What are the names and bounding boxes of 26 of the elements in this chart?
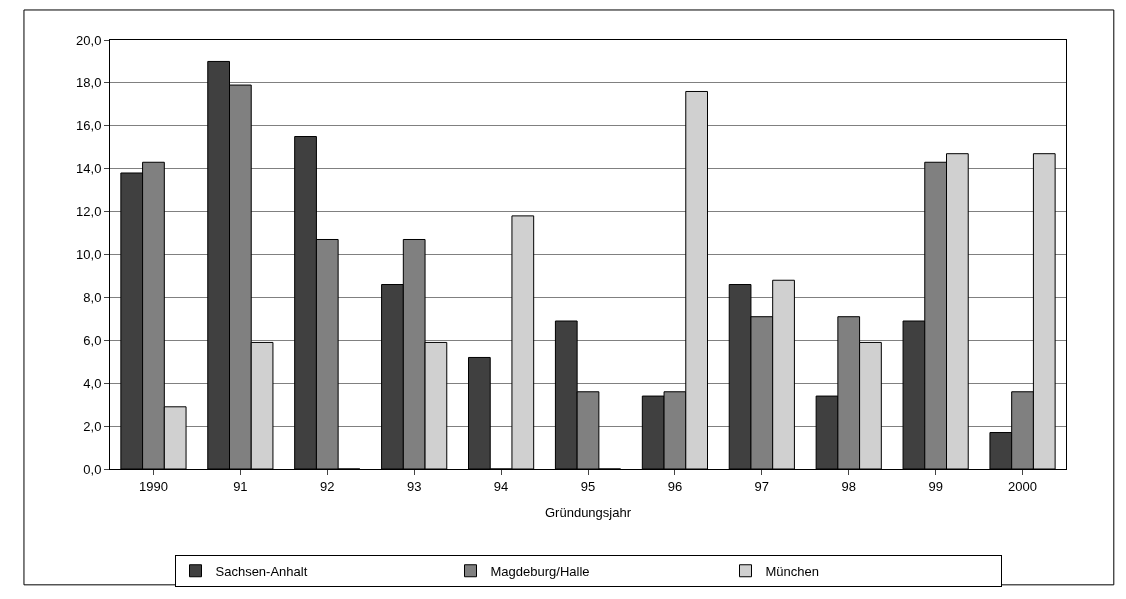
y-tick-label: 18,0 <box>76 75 102 91</box>
x-axis-title: Gründungsjahr <box>545 505 632 521</box>
y-tick-label: 12,0 <box>76 204 102 220</box>
y-tick-label: 4,0 <box>83 375 102 391</box>
x-tick-label: 98 <box>841 478 856 494</box>
x-tick-label: 95 <box>580 478 596 494</box>
y-tick-label: 10,0 <box>76 247 102 263</box>
y-tick-label: 14,0 <box>76 161 102 177</box>
y-tick-label: 0,0 <box>83 461 102 477</box>
legend-label: Sachsen-Anhalt <box>215 563 308 579</box>
x-tick-label: 2000 <box>1008 478 1038 494</box>
x-tick-label: 92 <box>320 478 335 494</box>
legend-label: Magdeburg/Halle <box>490 563 590 579</box>
x-tick-label: 96 <box>667 478 683 494</box>
y-tick-label: 20,0 <box>76 32 102 48</box>
y-tick-label: 16,0 <box>76 118 102 134</box>
y-tick-label: 6,0 <box>83 332 102 348</box>
legend-label: München <box>765 563 819 579</box>
x-tick-label: 93 <box>406 478 422 494</box>
x-tick-label: 99 <box>928 478 943 494</box>
x-tick-label: 91 <box>233 478 248 494</box>
x-tick-label: 97 <box>754 478 770 494</box>
x-tick-label: 94 <box>493 478 509 494</box>
y-tick-label: 2,0 <box>83 418 102 434</box>
x-tick-label: 1990 <box>138 478 168 494</box>
y-tick-label: 8,0 <box>83 289 102 305</box>
